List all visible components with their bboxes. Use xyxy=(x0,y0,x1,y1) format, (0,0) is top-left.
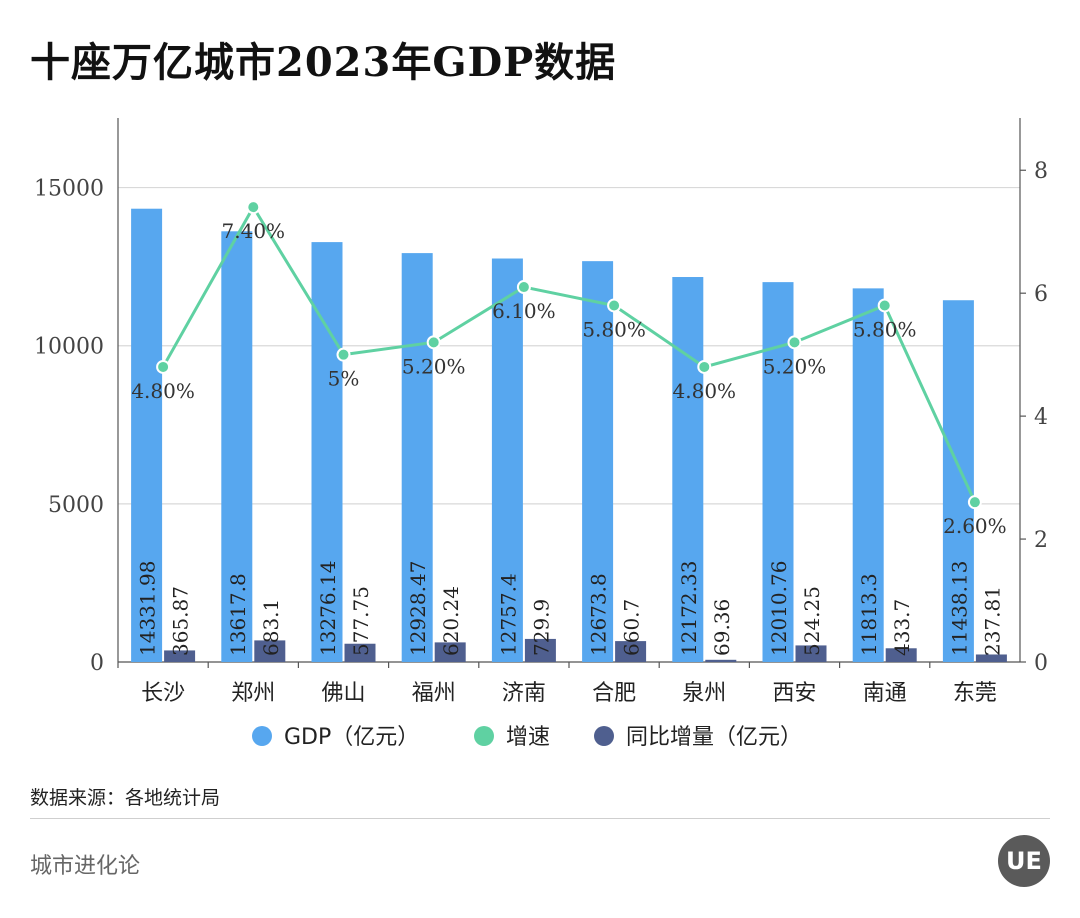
divider xyxy=(30,818,1050,819)
chart-title: 十座万亿城市2023年GDP数据 xyxy=(30,39,617,86)
increase-bar xyxy=(885,648,917,662)
growth-point xyxy=(516,280,531,295)
gdp-bar xyxy=(942,300,974,662)
category-label: 东莞 xyxy=(953,681,997,706)
gdp-bar xyxy=(582,261,614,662)
data-source: 数据来源：各地统计局 xyxy=(30,787,221,809)
gdp-value-label: 13276.14 xyxy=(316,561,340,656)
growth-point xyxy=(336,347,351,362)
category-label: 郑州 xyxy=(231,681,275,706)
gdp-value-label: 13617.8 xyxy=(226,573,250,656)
right-tick-label: 6 xyxy=(1034,282,1048,307)
growth-point xyxy=(246,200,261,215)
gdp-bar xyxy=(491,258,523,662)
legend-gdp-swatch xyxy=(252,726,272,746)
gdp-bar xyxy=(852,288,884,662)
gdp-bar xyxy=(401,253,433,662)
data-labels: 14331.98 365.87 13617.8 683.1 13276.14 577.75… xyxy=(131,219,1006,656)
gdp-value-label: 12928.47 xyxy=(406,561,430,656)
growth-point xyxy=(877,298,892,313)
increase-value-label: 69.36 xyxy=(710,599,734,656)
increase-value-label: 660.7 xyxy=(620,599,644,656)
growth-point xyxy=(697,359,712,374)
gdp-value-label: 12010.76 xyxy=(767,561,791,656)
category-label: 合肥 xyxy=(592,681,636,706)
growth-value-label: 4.80% xyxy=(673,379,737,403)
growth-value-label: 5.80% xyxy=(582,317,646,341)
right-tick-label: 2 xyxy=(1034,528,1048,553)
increase-bar xyxy=(615,641,647,662)
right-tick-label: 4 xyxy=(1034,405,1048,430)
growth-series-line xyxy=(161,204,977,503)
axes: 0 5000 10000 15000 0 2 4 6 8 xyxy=(34,118,1048,676)
combo-chart: 0 5000 10000 15000 0 2 4 6 8 14331.98 365.87 13617… xyxy=(34,118,1048,750)
growth-value-label: 5.80% xyxy=(853,317,917,341)
bars xyxy=(131,208,1007,662)
category-label: 福州 xyxy=(412,681,456,706)
growth-value-label: 5% xyxy=(328,367,360,391)
gdp-value-label: 12673.8 xyxy=(587,573,611,656)
growth-point xyxy=(156,359,171,374)
increase-value-label: 433.7 xyxy=(890,599,914,656)
growth-value-label: 6.10% xyxy=(492,299,556,323)
growth-point xyxy=(787,335,802,350)
left-tick-label: 10000 xyxy=(34,335,104,360)
category-labels: 长沙 郑州 佛山 福州 济南 合肥 泉州 西安 南通 东莞 xyxy=(141,681,997,706)
growth-line xyxy=(156,200,982,510)
growth-value-label: 5.20% xyxy=(763,354,827,378)
increase-bar xyxy=(705,659,737,662)
category-label: 南通 xyxy=(863,681,907,706)
increase-value-label: 365.87 xyxy=(169,586,193,656)
increase-value-label: 729.9 xyxy=(529,599,553,656)
category-label: 泉州 xyxy=(682,681,726,706)
left-tick-label: 15000 xyxy=(34,177,104,202)
increase-bar xyxy=(975,654,1007,662)
right-tick-label: 0 xyxy=(1034,651,1048,676)
brand-name: 城市进化论 xyxy=(30,854,141,879)
gdp-value-label: 12757.4 xyxy=(496,573,520,656)
growth-point xyxy=(607,298,622,313)
increase-bar xyxy=(524,638,556,662)
growth-value-label: 2.60% xyxy=(943,514,1007,538)
gdp-bar xyxy=(131,208,163,662)
gdp-value-label: 12172.33 xyxy=(677,561,701,656)
legend-increase-swatch xyxy=(594,726,614,746)
increase-value-label: 620.24 xyxy=(439,586,463,656)
category-label: 长沙 xyxy=(141,681,185,706)
gdp-value-label: 11813.3 xyxy=(857,573,881,656)
growth-point xyxy=(967,495,982,510)
growth-value-label: 5.20% xyxy=(402,354,466,378)
increase-value-label: 577.75 xyxy=(349,586,373,656)
increase-bar xyxy=(254,640,286,662)
increase-bar xyxy=(434,642,466,662)
increase-value-label: 237.81 xyxy=(980,586,1004,656)
gdp-value-label: 14331.98 xyxy=(136,561,160,656)
legend-growth-swatch xyxy=(474,726,494,746)
increase-bar xyxy=(164,650,196,662)
growth-point xyxy=(426,335,441,350)
left-tick-label: 0 xyxy=(90,651,104,676)
left-tick-label: 5000 xyxy=(48,493,104,518)
gdp-bar xyxy=(221,231,253,662)
legend-increase-label: 同比增量（亿元） xyxy=(626,725,802,750)
growth-value-label: 7.40% xyxy=(222,219,286,243)
brand-logo: UE xyxy=(998,835,1050,887)
gdp-value-label: 11438.13 xyxy=(947,561,971,656)
category-label: 济南 xyxy=(502,681,546,706)
increase-value-label: 683.1 xyxy=(259,599,283,656)
legend-growth-label: 增速 xyxy=(506,725,550,750)
gdp-bar xyxy=(672,277,704,662)
increase-bar xyxy=(344,643,376,662)
increase-value-label: 524.25 xyxy=(800,586,824,656)
category-label: 西安 xyxy=(772,681,816,706)
growth-value-label: 4.80% xyxy=(131,379,195,403)
right-tick-label: 8 xyxy=(1034,159,1048,184)
increase-bar xyxy=(795,645,827,662)
category-label: 佛山 xyxy=(321,681,365,706)
legend-gdp-label: GDP（亿元） xyxy=(284,725,419,750)
legend: GDP（亿元） 增速 同比增量（亿元） xyxy=(252,725,802,750)
